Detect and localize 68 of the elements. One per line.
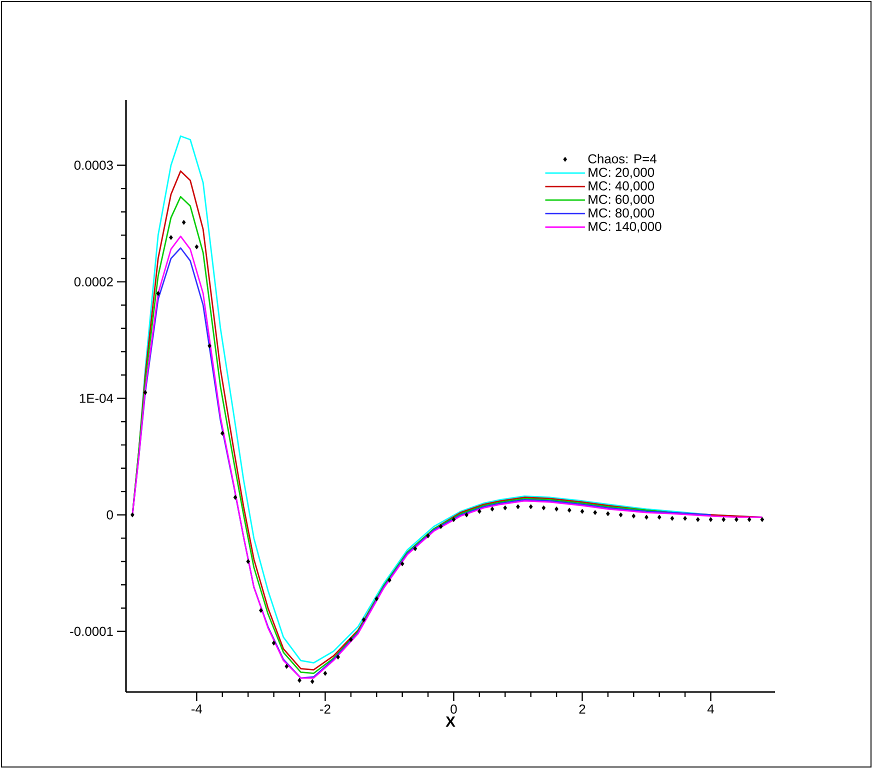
- y-tick-label: 0: [106, 510, 113, 520]
- x-tick-label: 2: [579, 704, 586, 714]
- y-tick-label: 1E-04: [80, 394, 114, 403]
- point: [246, 558, 250, 564]
- point: [220, 430, 224, 436]
- point: [362, 617, 366, 622]
- point: [169, 235, 173, 240]
- x-tick-label: -2: [320, 704, 330, 714]
- legend-label: MC: 40,000: [588, 181, 654, 192]
- point: [490, 506, 494, 512]
- legend-label: MC: 60,000: [588, 194, 654, 206]
- point: [400, 561, 404, 566]
- point: [503, 505, 508, 510]
- y-tick-label: 0.0003: [74, 160, 113, 170]
- point: [233, 494, 238, 500]
- point: [388, 578, 392, 583]
- point: [593, 510, 598, 516]
- point: [478, 508, 482, 514]
- legend-label: MC: 80,000: [588, 208, 654, 220]
- point: [298, 678, 302, 683]
- x-tick-label: 4: [707, 704, 714, 714]
- point: [182, 220, 186, 225]
- y-tick-label: -0.0001: [70, 626, 113, 636]
- point: [336, 654, 340, 660]
- point: [194, 244, 199, 250]
- point: [413, 546, 418, 552]
- x-tick-label: -4: [192, 704, 202, 714]
- legend-label: Chaos: P=4: [588, 154, 656, 164]
- point: [618, 512, 623, 518]
- point: [452, 517, 456, 522]
- point: [722, 517, 726, 522]
- point: [760, 517, 764, 522]
- point: [632, 514, 636, 519]
- point: [580, 508, 584, 514]
- point: [696, 517, 700, 522]
- point: [130, 512, 134, 518]
- point: [554, 506, 558, 512]
- point: [747, 517, 752, 522]
- point: [606, 511, 610, 516]
- point: [528, 504, 533, 510]
- point: [323, 670, 328, 676]
- x-axis-title: X: [446, 716, 456, 727]
- point: [284, 664, 289, 669]
- point: [734, 517, 738, 522]
- legend-label: MC: 20,000: [588, 168, 654, 178]
- point: [348, 637, 353, 642]
- point: [644, 514, 648, 520]
- point: [683, 516, 687, 521]
- point: [374, 596, 379, 602]
- legend-label: MC: 140,000: [588, 222, 662, 233]
- x-tick-label: 0: [450, 704, 457, 714]
- point: [708, 517, 713, 522]
- point: [143, 390, 148, 395]
- y-tick-label: 0.0002: [74, 277, 113, 286]
- point: [259, 608, 263, 613]
- point: [516, 504, 520, 510]
- point: [464, 512, 468, 518]
- point: [542, 505, 546, 510]
- point: [567, 508, 572, 513]
- point: [657, 514, 662, 520]
- point: [438, 524, 443, 530]
- point: [310, 679, 314, 684]
- point: [208, 343, 212, 348]
- point: [272, 640, 276, 646]
- point: [156, 290, 160, 296]
- point: [670, 516, 674, 521]
- point: [426, 533, 430, 538]
- line-series: [132, 196, 673, 674]
